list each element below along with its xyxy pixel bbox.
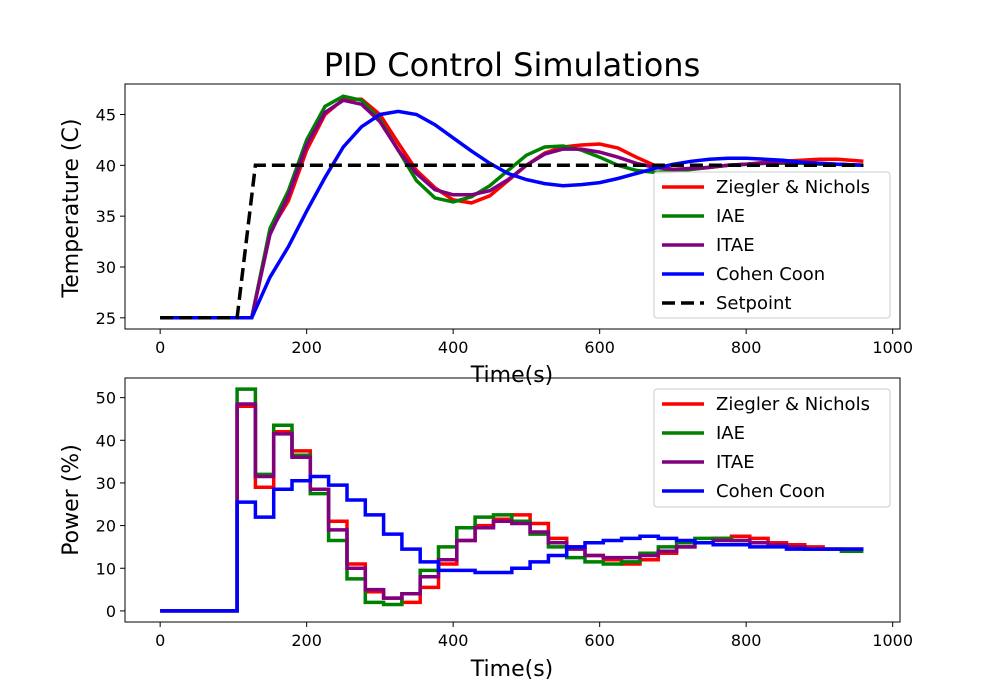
y-tick-label: 50	[96, 389, 116, 408]
y-tick-label: 45	[96, 105, 116, 124]
legend-box	[653, 171, 891, 319]
x-tick-label: 400	[438, 338, 469, 357]
y-tick-label: 10	[96, 559, 116, 578]
series-group	[160, 94, 864, 320]
plot-frame	[124, 377, 901, 623]
x-tick-label: 0	[155, 631, 165, 650]
series-line-setpoint	[160, 163, 864, 320]
series-line-itae	[160, 402, 864, 613]
legend-label: Ziegler & Nichols	[716, 177, 870, 198]
x-tick-label: 600	[584, 338, 615, 357]
series-line-cohen-coon	[160, 109, 864, 320]
series-group	[160, 387, 864, 613]
legend-label: ITAE	[716, 235, 755, 256]
legend-label: Setpoint	[716, 293, 791, 314]
legend-label: Ziegler & Nichols	[716, 394, 870, 415]
x-tick-label: 400	[438, 631, 469, 650]
x-tick-label: 0	[155, 338, 165, 357]
legend-label: Cohen Coon	[716, 264, 825, 285]
y-tick-label: 35	[96, 207, 116, 226]
legend: Ziegler & Nichols IAE ITAE Cohen Coon	[653, 388, 891, 508]
x-tick-label: 800	[731, 631, 762, 650]
power-y-axis-label: Power (%)	[59, 444, 84, 556]
chart-title: PID Control Simulations	[324, 46, 701, 84]
legend: Ziegler & Nichols IAE ITAE Cohen Coon Setpoi…	[653, 171, 891, 319]
temperature-y-axis-label: Temperature (C)	[59, 119, 84, 299]
x-tick-label: 200	[291, 631, 322, 650]
x-tick-label: 1000	[872, 631, 913, 650]
legend-label: IAE	[716, 206, 745, 227]
legend-label: IAE	[716, 423, 745, 444]
legend-label: Cohen Coon	[716, 481, 825, 502]
y-tick-label: 40	[96, 156, 116, 175]
temperature-x-axis-label: Time(s)	[470, 363, 553, 388]
legend-box	[653, 388, 891, 508]
y-tick-label: 30	[96, 258, 116, 277]
plot-frame	[124, 83, 901, 330]
power-panel: 0 200 400 600 800 1000 0 10 20 30 40 50 Ziegler & Ni…	[96, 377, 913, 650]
x-tick-label: 200	[291, 338, 322, 357]
y-tick-label: 0	[106, 602, 116, 621]
series-line-cohen-coon	[160, 474, 864, 613]
y-tick-label: 25	[96, 309, 116, 328]
x-tick-label: 600	[584, 631, 615, 650]
x-tick-label: 1000	[872, 338, 913, 357]
y-tick-label: 20	[96, 517, 116, 536]
temperature-panel: 0 200 400 600 800 1000 25 30 35 40 45 Ziegler & Nic…	[96, 83, 913, 357]
legend-label: ITAE	[716, 452, 755, 473]
x-tick-label: 800	[731, 338, 762, 357]
power-x-axis-label: Time(s)	[470, 657, 553, 682]
y-tick-label: 40	[96, 431, 116, 450]
y-tick-label: 30	[96, 474, 116, 493]
